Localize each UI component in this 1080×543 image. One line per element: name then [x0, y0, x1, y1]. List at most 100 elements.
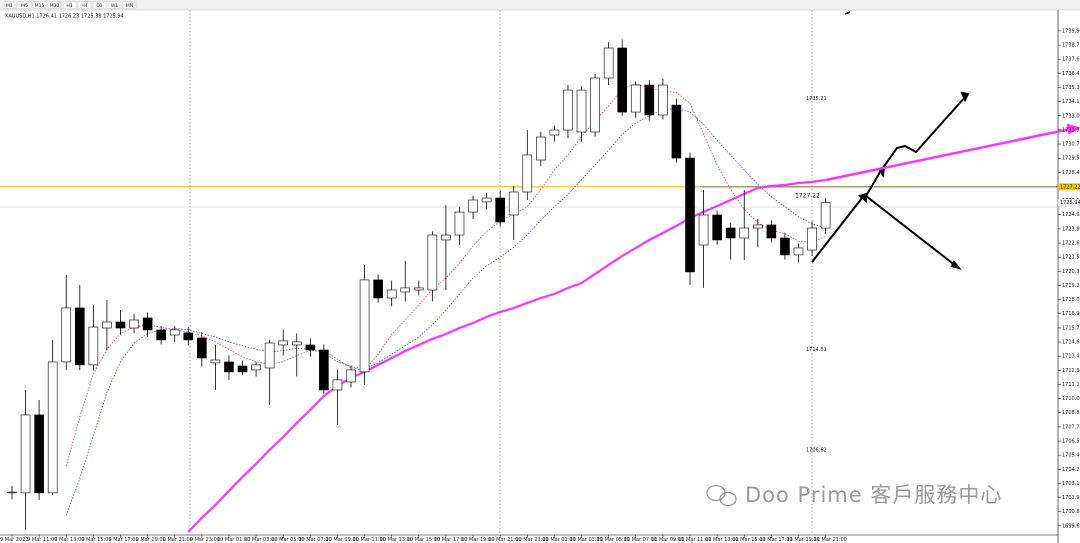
candle-body [305, 344, 316, 351]
arrow-head [960, 91, 970, 103]
y-tick-label: 1729.55 [1062, 156, 1080, 162]
toolbar-label: MN [126, 3, 133, 9]
forecast-arrow [811, 197, 863, 263]
y-tick-label: 1719.20 [1062, 283, 1080, 289]
candle-body [102, 321, 112, 329]
x-tick-label: 11 Mar 05:00 [597, 537, 630, 543]
price-badge [1057, 198, 1080, 207]
x-tick-label: 10 Mar 15:00 [407, 537, 440, 543]
x-tick-label: 11 Mar 07:00 [624, 537, 657, 543]
candle-body [61, 307, 72, 363]
mark [844, 11, 851, 15]
y-tick-label: 1722.65 [1062, 241, 1080, 247]
candle-body [522, 154, 533, 193]
toolbar-button[interactable] [17, 1, 32, 9]
toolbar-button[interactable] [2, 1, 17, 9]
y-tick-label: 1730.70 [1062, 142, 1080, 148]
y-tick-label: 1737.60 [1062, 57, 1080, 63]
x-tick-label: 10 Mar 03:00 [244, 537, 277, 543]
level-label: 1727.22 [795, 192, 820, 199]
candle-body [183, 332, 194, 341]
x-tick-label: 9 Mar 21:00 [163, 537, 193, 543]
x-tick-label: 10 Mar 09:00 [325, 537, 358, 543]
candle-body [712, 214, 722, 241]
candle-body [468, 199, 478, 213]
candle-body [386, 289, 397, 299]
x-tick-label: 10 Mar 07:00 [298, 537, 331, 543]
candle-body [739, 227, 750, 239]
candle-body [156, 329, 166, 341]
x-tick-label: 10 Mar 21:00 [488, 537, 521, 543]
toolbar-label: W1 [111, 3, 118, 9]
chart-title: XAUUSD,H1 1726.41 1726.23 1725.38 1725.9… [5, 14, 124, 20]
candle-body [793, 247, 804, 256]
watermark-icon [706, 484, 737, 507]
candle-body [766, 224, 777, 239]
x-tick-label: 10 Mar 17:00 [434, 537, 467, 543]
candle-body [7, 491, 17, 494]
y-tick-label: 1705.40 [1062, 453, 1080, 459]
candle-body [685, 157, 695, 273]
y-tick-label: 1715.75 [1062, 325, 1080, 331]
toolbar-button[interactable] [32, 1, 47, 9]
toolbar-label: H4 [81, 3, 87, 9]
x-tick-label: 10 Mar 11:00 [353, 537, 386, 543]
icon-bubble [706, 484, 726, 502]
x-tick-label: 11 Mar 17:00 [759, 537, 792, 543]
level-annotation: 1714.81 [806, 347, 827, 353]
toolbar-button[interactable] [77, 1, 92, 9]
candle-body [576, 89, 587, 133]
level-badge [1058, 183, 1080, 191]
y-tick-label: 1735.30 [1062, 85, 1080, 91]
toolbar-buttons: M1 M5 M15 M30 H1 H4 D1 W1 MN [2, 1, 137, 9]
y-tick-label: 1731.85 [1062, 127, 1080, 133]
candle-body [671, 104, 682, 159]
y-tick-label: 1716.90 [1062, 311, 1080, 317]
toolbar-button[interactable] [107, 1, 122, 9]
candle-body [359, 279, 370, 373]
x-tick-label: 11 Mar 01:00 [542, 537, 575, 543]
candle-body [698, 214, 709, 246]
candle-body [630, 84, 641, 113]
plot: 1727.22 1735.21 1714.81 1706.62 [0, 39, 1058, 533]
arrow-head [857, 192, 867, 204]
toolbar-button[interactable] [122, 1, 137, 9]
candle-body [373, 279, 383, 299]
x-tick-label: 11 Mar 21:00 [814, 537, 847, 543]
arrow-head [1066, 123, 1080, 135]
candle-body [508, 191, 519, 216]
toolbar-button[interactable] [47, 1, 62, 9]
x-tick-label: 11 Mar 03:00 [570, 537, 603, 543]
toolbar [0, 0, 1080, 10]
level-badge-label: 1727.22 [1060, 184, 1080, 190]
candle-body [725, 227, 736, 239]
icon-bubble [719, 491, 737, 507]
candle-body [142, 317, 153, 331]
x-tick-label: 9 Mar 2021 [0, 537, 29, 543]
level-annotation: 1706.62 [806, 448, 827, 454]
x-tick-label: 9 Mar 17:00 [108, 537, 138, 543]
x-tick-label: 10 Mar 13:00 [380, 537, 413, 543]
toolbar-button[interactable] [62, 1, 77, 9]
x-tick-label: 11 Mar 13:00 [705, 537, 738, 543]
y-tick-label: 1701.95 [1062, 495, 1080, 501]
candle-body [47, 361, 58, 494]
y-tick-label: 1700.80 [1062, 509, 1080, 515]
toolbar-button[interactable] [92, 1, 107, 9]
y-tick-label: 1718.05 [1062, 297, 1080, 303]
candle-body [210, 359, 221, 364]
toolbar-label: M30 [50, 3, 60, 9]
x-tick-label: 10 Mar 23:00 [515, 537, 548, 543]
x-tick-label: 9 Mar 13:00 [54, 537, 84, 543]
x-tick-label: 10 Mar 19:00 [461, 537, 494, 543]
y-tick-label: 1707.70 [1062, 424, 1080, 430]
y-tick-label: 1712.30 [1062, 368, 1080, 374]
y-tick-label: 1699.65 [1062, 523, 1080, 529]
candle-body [75, 307, 85, 366]
candle-body [224, 361, 234, 373]
arrow-head [950, 260, 962, 270]
x-tick-label: 9 Mar 11:00 [27, 537, 57, 543]
forecast-arrow [865, 95, 967, 197]
level-annotation: 1735.21 [806, 96, 827, 102]
